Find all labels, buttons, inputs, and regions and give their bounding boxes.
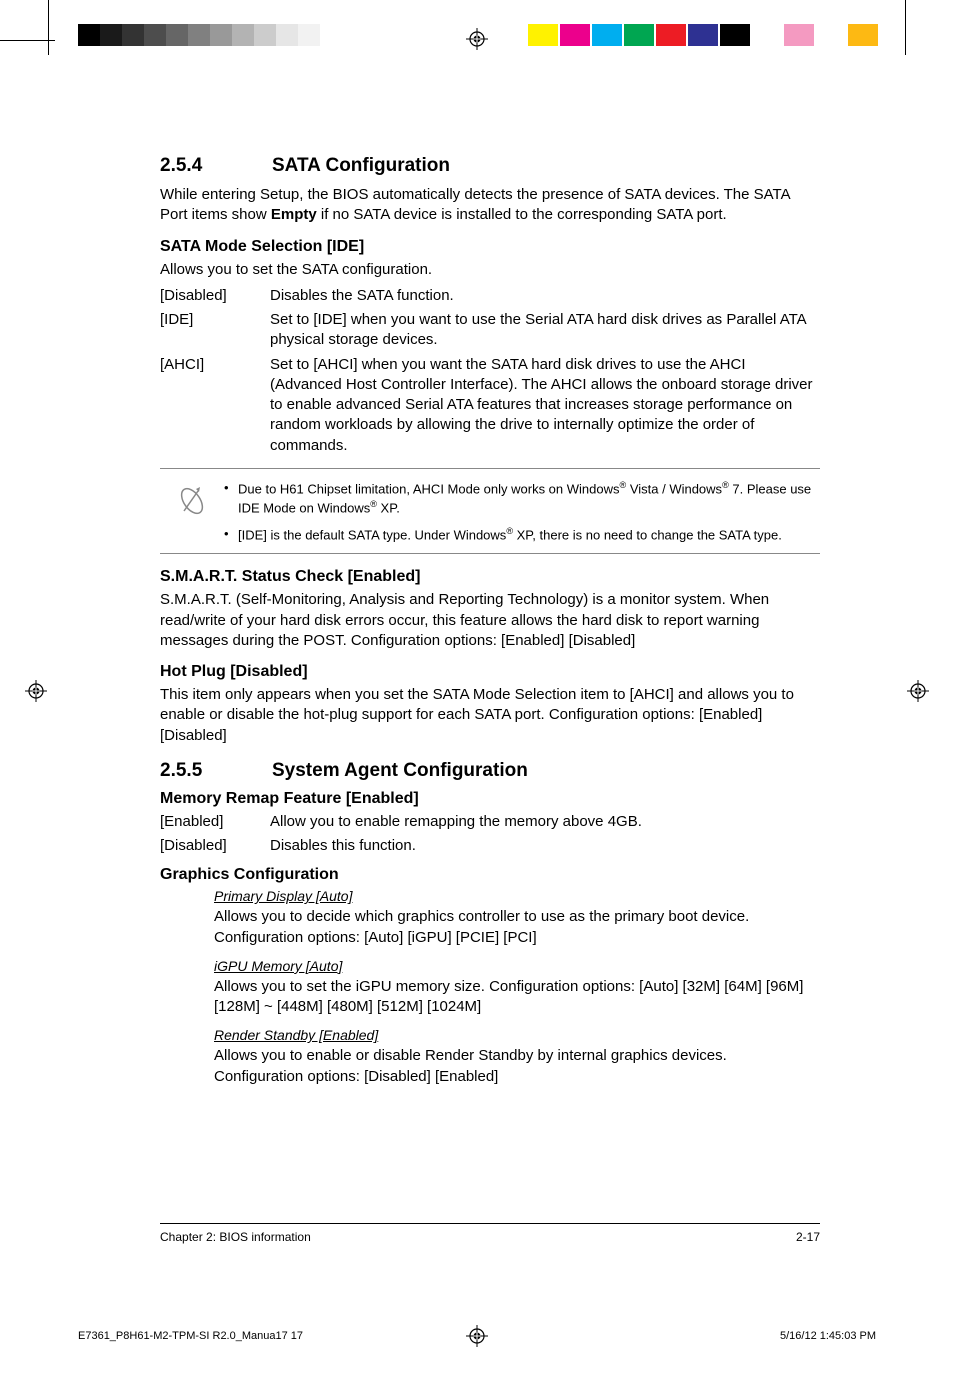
note-icon — [160, 479, 224, 544]
subsection-heading: SATA Mode Selection [IDE] — [160, 238, 820, 256]
color-swatch — [298, 24, 320, 46]
option-key: [Enabled] — [160, 812, 270, 832]
option-row: [Disabled]Disables the SATA function. — [160, 286, 820, 306]
note-box: Due to H61 Chipset limitation, AHCI Mode… — [160, 468, 820, 555]
option-key: [AHCI] — [160, 355, 270, 456]
config-item-body: Allows you to enable or disable Render S… — [214, 1046, 820, 1087]
option-value: Set to [AHCI] when you want the SATA har… — [270, 355, 820, 456]
color-swatch — [188, 24, 210, 46]
page-content: 2.5.4SATA Configuration While entering S… — [160, 155, 820, 1097]
note-item: [IDE] is the default SATA type. Under Wi… — [224, 525, 820, 544]
crop-mark — [0, 40, 55, 41]
color-swatch — [784, 24, 814, 46]
color-swatch — [254, 24, 276, 46]
color-swatch — [78, 24, 100, 46]
option-key: [IDE] — [160, 310, 270, 351]
page-footer: Chapter 2: BIOS information 2-17 — [160, 1230, 820, 1244]
color-swatch — [528, 24, 558, 46]
option-row: [Disabled]Disables this function. — [160, 836, 820, 856]
note-item: Due to H61 Chipset limitation, AHCI Mode… — [224, 479, 820, 517]
option-value: Allow you to enable remapping the memory… — [270, 812, 820, 832]
crop-mark — [905, 0, 906, 55]
option-value: Disables the SATA function. — [270, 286, 820, 306]
color-swatch — [816, 24, 846, 46]
config-item-body: Allows you to decide which graphics cont… — [214, 907, 820, 948]
section-title: System Agent Configuration — [272, 760, 528, 781]
section-number: 2.5.4 — [160, 155, 272, 177]
note-list: Due to H61 Chipset limitation, AHCI Mode… — [224, 479, 820, 544]
subsection-desc: Allows you to set the SATA configuration… — [160, 260, 820, 280]
color-swatch — [320, 24, 342, 46]
option-row: [Enabled]Allow you to enable remapping t… — [160, 812, 820, 832]
color-swatch — [122, 24, 144, 46]
config-item-title: Primary Display [Auto] — [214, 888, 820, 904]
color-swatch — [752, 24, 782, 46]
option-list: [Disabled]Disables the SATA function.[ID… — [160, 286, 820, 456]
color-swatch — [276, 24, 298, 46]
subsection-desc: S.M.A.R.T. (Self-Monitoring, Analysis an… — [160, 590, 820, 651]
registration-mark-icon — [25, 680, 47, 702]
section-title: SATA Configuration — [272, 155, 450, 176]
color-swatch — [592, 24, 622, 46]
crop-mark — [48, 0, 49, 55]
color-swatch — [624, 24, 654, 46]
color-swatch — [210, 24, 232, 46]
page-number: 2-17 — [796, 1230, 820, 1244]
config-item-body: Allows you to set the iGPU memory size. … — [214, 977, 820, 1018]
config-item: iGPU Memory [Auto] Allows you to set the … — [214, 958, 820, 1018]
option-value: Disables this function. — [270, 836, 820, 856]
option-row: [IDE]Set to [IDE] when you want to use t… — [160, 310, 820, 351]
color-swatch — [144, 24, 166, 46]
color-swatch — [848, 24, 878, 46]
option-key: [Disabled] — [160, 286, 270, 306]
slug-datetime: 5/16/12 1:45:03 PM — [780, 1330, 876, 1342]
slug-file: E7361_P8H61-M2-TPM-SI R2.0_Manua17 17 — [78, 1330, 303, 1342]
registration-mark-icon — [466, 28, 488, 50]
color-swatch — [560, 24, 590, 46]
config-item: Render Standby [Enabled] Allows you to en… — [214, 1027, 820, 1087]
subsection-heading: S.M.A.R.T. Status Check [Enabled] — [160, 568, 820, 586]
section-heading: 2.5.5System Agent Configuration — [160, 760, 820, 782]
subsection-heading: Hot Plug [Disabled] — [160, 663, 820, 681]
subsection-desc: This item only appears when you set the … — [160, 685, 820, 746]
option-row: [AHCI]Set to [AHCI] when you want the SA… — [160, 355, 820, 456]
option-list: [Enabled]Allow you to enable remapping t… — [160, 812, 820, 857]
color-swatch — [100, 24, 122, 46]
option-value: Set to [IDE] when you want to use the Se… — [270, 310, 820, 351]
config-item-title: Render Standby [Enabled] — [214, 1027, 820, 1043]
color-swatch — [720, 24, 750, 46]
config-item-list: Primary Display [Auto] Allows you to deci… — [160, 888, 820, 1087]
color-swatch — [232, 24, 254, 46]
registration-mark-icon — [907, 680, 929, 702]
color-swatch — [342, 24, 364, 46]
color-swatch — [656, 24, 686, 46]
color-swatch — [688, 24, 718, 46]
chapter-label: Chapter 2: BIOS information — [160, 1230, 311, 1244]
section-number: 2.5.5 — [160, 760, 272, 782]
subsection-heading: Memory Remap Feature [Enabled] — [160, 790, 820, 808]
color-swatch — [166, 24, 188, 46]
config-item-title: iGPU Memory [Auto] — [214, 958, 820, 974]
config-item: Primary Display [Auto] Allows you to deci… — [214, 888, 820, 948]
print-slug: E7361_P8H61-M2-TPM-SI R2.0_Manua17 17 5/… — [78, 1330, 876, 1342]
section-heading: 2.5.4SATA Configuration — [160, 155, 820, 177]
option-key: [Disabled] — [160, 836, 270, 856]
section-intro: While entering Setup, the BIOS automatic… — [160, 185, 820, 226]
color-swatch — [364, 24, 386, 46]
subsection-heading: Graphics Configuration — [160, 866, 820, 884]
footer-rule — [160, 1223, 820, 1224]
